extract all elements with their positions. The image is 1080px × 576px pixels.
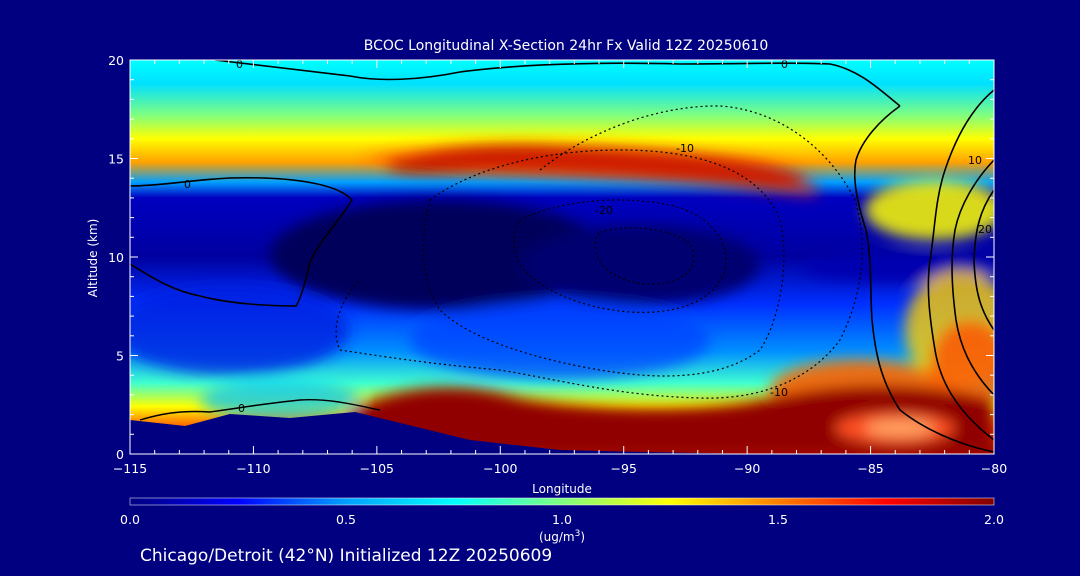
contour-label-zero-left: 0: [184, 178, 191, 191]
concentration-field: [130, 60, 994, 454]
y-tick-label: 0: [116, 447, 124, 462]
y-tick-label: 10: [108, 250, 124, 265]
contour-label-zero-right: 0: [781, 58, 788, 71]
colorbar-tick-label: 0.0: [120, 512, 140, 527]
x-tick-label: −100: [483, 461, 517, 476]
contour-label-neg10-top: -10: [676, 142, 694, 155]
contour-label-pos20: 20: [978, 223, 992, 236]
x-tick-label: −105: [360, 461, 394, 476]
contour-label-neg10-low: -10: [770, 386, 788, 399]
contour-label-neg20: -20: [595, 204, 613, 217]
x-axis-title: Longitude: [532, 482, 592, 496]
colorbar-tick-label: 1.5: [768, 512, 788, 527]
colorbar-tick-label: 0.5: [336, 512, 356, 527]
x-tick-label: −80: [981, 461, 1007, 476]
chart-title: BCOC Longitudinal X-Section 24hr Fx Vali…: [364, 38, 768, 54]
colorbar-units: (ug/m3): [539, 529, 585, 544]
x-axis: −115 −110 −105 −100 −95 −90 −85 −80: [113, 60, 1007, 476]
terrain: [130, 412, 994, 454]
y-tick-label: 5: [116, 349, 124, 364]
colorbar-tick-label: 1.0: [552, 512, 572, 527]
y-tick-label: 15: [108, 152, 124, 167]
y-axis: 0 5 10 15 20: [108, 53, 994, 462]
y-tick-label: 20: [108, 53, 124, 68]
colorbar-tick-label: 2.0: [984, 512, 1004, 527]
colorbar: [129, 497, 995, 506]
x-tick-label: −85: [857, 461, 883, 476]
contour-label-pos10: 10: [968, 154, 982, 167]
contour-label-zero-top: 0: [236, 58, 243, 71]
x-tick-label: −95: [611, 461, 637, 476]
y-axis-title: Altitude (km): [86, 219, 100, 298]
x-tick-label: −90: [734, 461, 760, 476]
contour-label-zero-low: 0: [238, 402, 245, 415]
footer-caption: Chicago/Detroit (42°N) Initialized 12Z 2…: [140, 546, 552, 566]
contour-lines: [130, 60, 994, 453]
contour-labels: 0 0 0 0 -10 -10 -20 10 20: [184, 58, 992, 415]
colorbar-axis: 0.0 0.5 1.0 1.5 2.0: [120, 512, 1004, 527]
x-tick-label: −115: [113, 461, 147, 476]
x-tick-label: −110: [236, 461, 270, 476]
